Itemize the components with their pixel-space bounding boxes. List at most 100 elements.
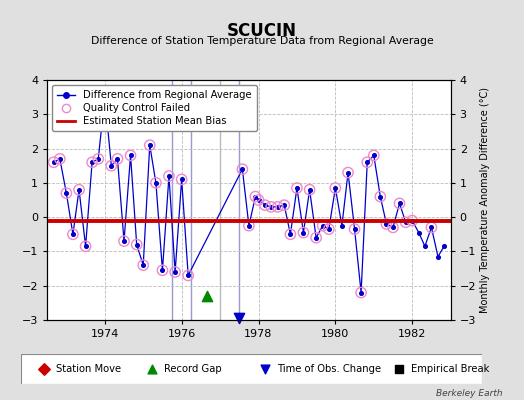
Point (158, 267, 167, 274)
Point (152, 180, 160, 186)
Point (305, 186, 314, 193)
Point (408, 217, 417, 224)
Point (299, 229, 308, 236)
Point (69, 231, 77, 238)
Point (389, 224, 397, 231)
Point (344, 169, 352, 176)
Point (305, 186, 314, 193)
Point (274, 204, 282, 210)
Point (56, 156, 64, 162)
Point (165, 173, 173, 179)
Point (88, 159, 96, 166)
Point (245, 222, 253, 229)
Point (171, 269, 179, 275)
Point (113, 156, 122, 162)
Point (325, 226, 333, 232)
Point (152, 180, 160, 186)
Point (113, 156, 122, 162)
Point (126, 152, 135, 159)
Y-axis label: Monthly Temperature Anomaly Difference (°C): Monthly Temperature Anomaly Difference (… (481, 87, 490, 313)
Point (158, 267, 167, 274)
Point (351, 226, 359, 232)
Point (293, 185, 301, 191)
Point (146, 142, 154, 148)
Point (56, 156, 64, 162)
Point (178, 176, 186, 183)
Point (414, 229, 423, 236)
Point (235, 315, 244, 322)
Point (133, 241, 141, 248)
Point (94, 156, 103, 162)
Point (351, 226, 359, 232)
Point (139, 262, 147, 268)
Point (254, 197, 263, 203)
Point (88, 159, 96, 166)
Text: Berkeley Earth: Berkeley Earth (436, 389, 503, 398)
Point (312, 234, 320, 241)
Point (337, 222, 346, 229)
Point (376, 193, 385, 200)
Point (261, 202, 269, 208)
Point (101, 94, 109, 100)
Point (40, 366, 48, 372)
Point (75, 186, 83, 193)
Point (126, 152, 135, 159)
Point (434, 253, 442, 260)
Point (203, 293, 212, 299)
Point (280, 202, 288, 208)
Point (94, 156, 103, 162)
Point (395, 200, 403, 207)
Point (325, 226, 333, 232)
Point (363, 159, 372, 166)
Point (178, 176, 186, 183)
Point (251, 193, 259, 200)
Point (440, 243, 449, 250)
Point (165, 173, 173, 179)
Point (274, 204, 282, 210)
Point (148, 366, 157, 372)
Point (376, 193, 385, 200)
Point (139, 262, 147, 268)
Point (184, 272, 192, 279)
Point (286, 231, 294, 238)
Point (312, 234, 320, 241)
Point (357, 289, 365, 296)
Point (107, 162, 115, 169)
Point (319, 222, 327, 229)
Point (69, 231, 77, 238)
Point (299, 229, 308, 236)
Point (421, 243, 429, 250)
Text: Difference of Station Temperature Data from Regional Average: Difference of Station Temperature Data f… (91, 36, 433, 46)
Text: SCUCIN: SCUCIN (227, 22, 297, 40)
Text: Empirical Break: Empirical Break (411, 364, 489, 374)
Point (245, 222, 253, 229)
Text: Station Move: Station Move (56, 364, 121, 374)
Point (383, 221, 391, 227)
Point (146, 142, 154, 148)
Point (331, 185, 340, 191)
Point (254, 197, 263, 203)
Point (331, 185, 340, 191)
Point (293, 185, 301, 191)
Point (369, 152, 378, 159)
Point (319, 222, 327, 229)
Point (427, 224, 435, 231)
Point (363, 159, 372, 166)
Point (357, 289, 365, 296)
Point (107, 162, 115, 169)
Point (120, 238, 128, 244)
Point (286, 231, 294, 238)
Point (238, 166, 247, 172)
Point (395, 200, 403, 207)
Point (62, 190, 71, 196)
Point (389, 224, 397, 231)
Point (267, 204, 276, 210)
Point (49, 159, 58, 166)
Point (75, 186, 83, 193)
Point (383, 221, 391, 227)
Point (395, 366, 403, 372)
Point (81, 243, 90, 250)
Point (261, 366, 269, 372)
Point (184, 272, 192, 279)
Point (101, 94, 109, 100)
